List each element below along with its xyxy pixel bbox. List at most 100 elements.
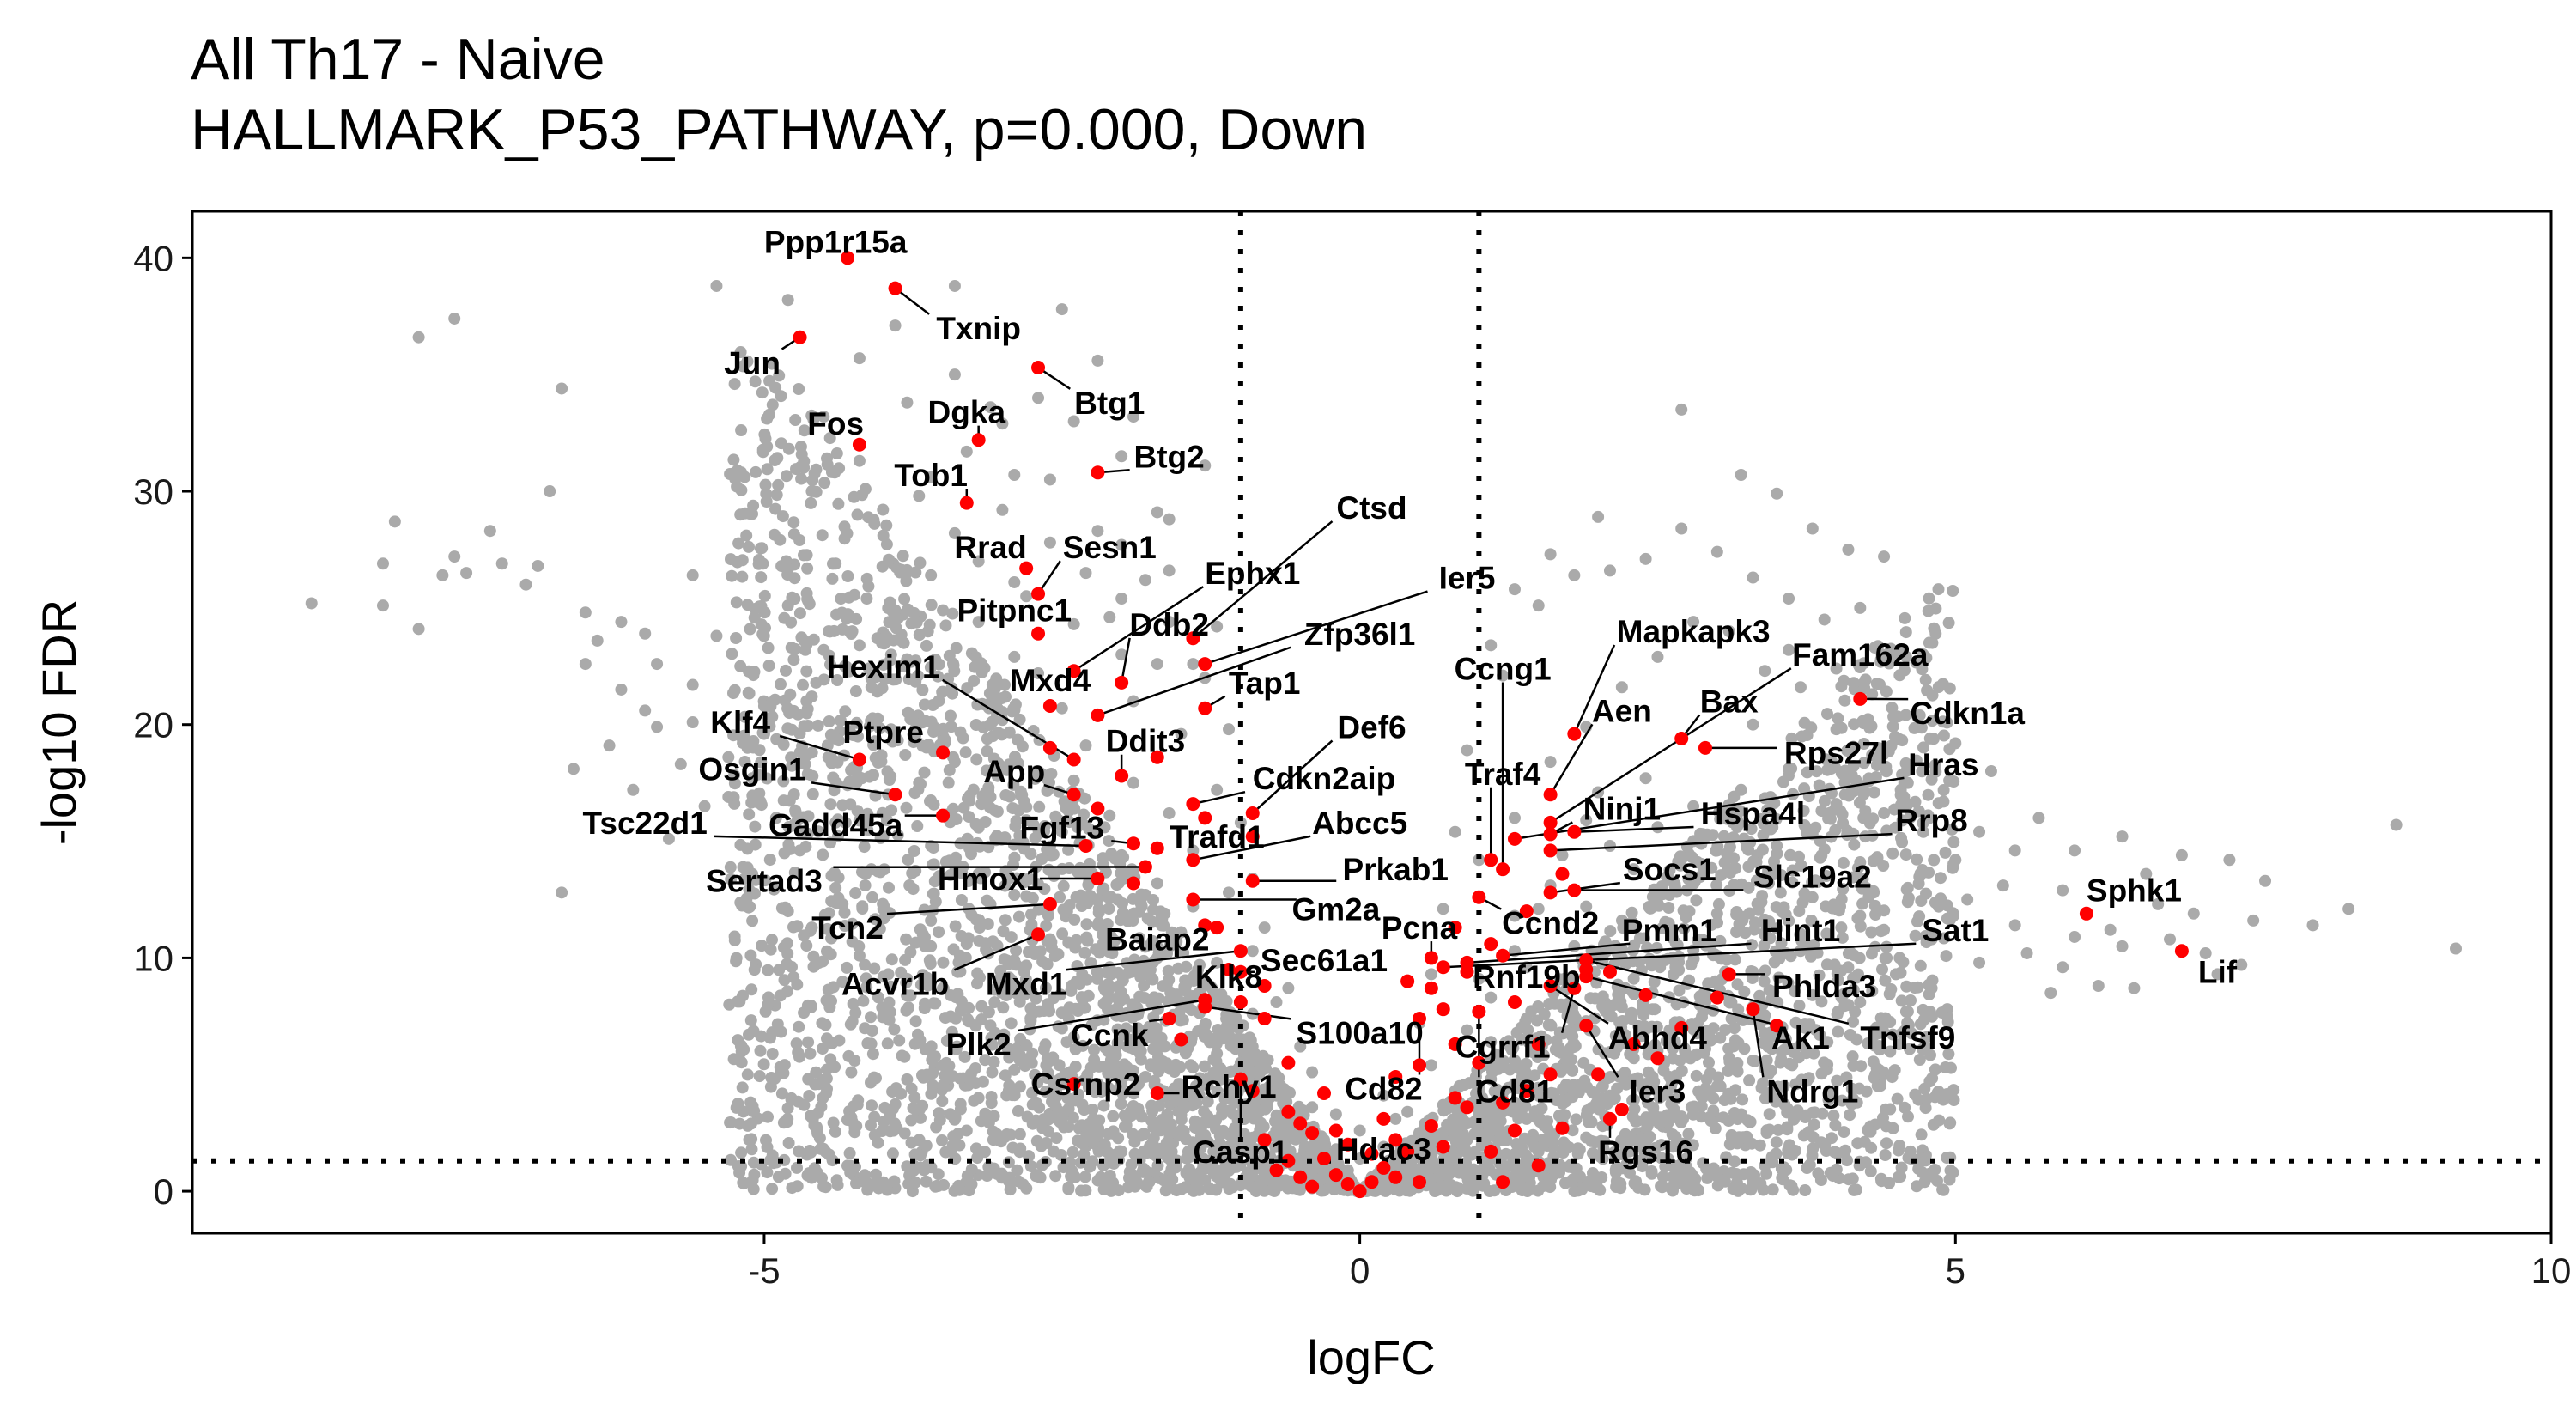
background-point (1508, 1170, 1521, 1183)
background-point (775, 678, 787, 690)
background-point (884, 980, 897, 993)
background-point (1224, 1039, 1237, 1052)
background-point (1649, 1003, 1662, 1016)
background-point (835, 593, 848, 605)
background-point (1282, 982, 1295, 994)
pathway-point-mxd4 (1042, 698, 1057, 713)
background-point (756, 557, 769, 570)
background-point (769, 693, 781, 706)
background-point (1627, 972, 1640, 985)
background-point (1865, 720, 1878, 733)
background-point (936, 1095, 949, 1107)
background-point (1045, 768, 1058, 780)
background-point (1936, 1183, 1949, 1196)
background-point (1483, 1164, 1496, 1177)
background-point (376, 599, 389, 612)
pathway-point-osgin1 (888, 788, 902, 802)
background-point (556, 382, 568, 395)
background-point (1901, 896, 1914, 909)
pathway-point (1555, 1121, 1570, 1135)
background-point (1008, 1063, 1021, 1076)
background-point (902, 854, 914, 867)
gene-label-gm2a: Gm2a (1291, 891, 1380, 927)
background-point (984, 790, 997, 803)
background-point (1729, 1034, 1741, 1047)
background-point (808, 467, 821, 480)
background-point (851, 508, 864, 521)
background-point (848, 588, 861, 601)
background-point (866, 1099, 878, 1112)
gene-label-gadd45a: Gadd45a (769, 808, 903, 843)
background-point (821, 1063, 833, 1076)
gene-label-cd81: Cd81 (1476, 1073, 1553, 1109)
background-point (778, 611, 791, 624)
background-point (1759, 665, 1771, 678)
gene-label-ephx1: Ephx1 (1205, 556, 1300, 591)
background-point (2008, 919, 2021, 932)
background-point (1674, 859, 1686, 872)
background-point (803, 1090, 816, 1102)
background-point (881, 1037, 894, 1050)
pathway-point (1174, 1032, 1188, 1047)
background-point (1085, 1019, 1098, 1031)
background-point (1164, 986, 1177, 999)
background-point (812, 957, 825, 970)
background-point (1401, 1105, 1414, 1118)
background-point (1915, 721, 1928, 734)
background-point (1127, 907, 1140, 920)
background-point (766, 1183, 779, 1195)
background-point (793, 1020, 805, 1033)
background-point (756, 386, 769, 399)
background-point (2020, 946, 2033, 959)
background-point (983, 719, 996, 731)
pathway-point (1412, 1175, 1426, 1189)
background-point (1388, 1183, 1401, 1195)
background-point (728, 934, 741, 946)
pathway-point-phlda3 (1722, 967, 1736, 982)
background-point (651, 721, 664, 733)
background-point (1092, 1128, 1104, 1141)
background-point (901, 396, 914, 409)
gene-label-btg1: Btg1 (1074, 386, 1145, 421)
background-point (1880, 1120, 1893, 1133)
pathway-point (1496, 1175, 1510, 1189)
background-point (986, 1066, 999, 1079)
background-point (1779, 1032, 1792, 1045)
gene-label-ninj1: Ninj1 (1583, 792, 1661, 827)
pathway-point-s100a10 (1198, 1000, 1212, 1014)
pathway-point (1460, 1100, 1474, 1115)
pathway-point (1614, 1103, 1629, 1117)
background-point (639, 704, 652, 717)
background-point (838, 520, 851, 533)
background-point (1870, 678, 1883, 690)
background-point (1162, 964, 1175, 977)
background-point (817, 1092, 829, 1104)
background-point (1858, 1135, 1871, 1148)
background-point (1139, 1070, 1151, 1083)
background-point (996, 503, 1009, 516)
pathway-point (1531, 1159, 1546, 1173)
background-point (1996, 879, 2009, 892)
background-point (1544, 548, 1557, 561)
background-point (2032, 812, 2045, 824)
background-point (1063, 862, 1076, 874)
background-point (1880, 952, 1893, 964)
background-point (946, 607, 959, 620)
background-point (872, 991, 884, 1004)
background-point (937, 604, 950, 617)
y-tick-label: 30 (133, 471, 173, 512)
background-point (1717, 830, 1730, 842)
background-point (1875, 1175, 1888, 1188)
background-point (2044, 987, 2057, 1000)
background-point (2450, 942, 2463, 955)
background-point (1485, 639, 1498, 652)
background-point (1211, 1047, 1224, 1060)
background-point (988, 996, 1001, 1009)
background-point (923, 618, 936, 631)
background-point (1103, 961, 1116, 974)
background-point (975, 919, 987, 932)
chart-subtitle: HALLMARK_P53_PATHWAY, p=0.000, Down (191, 97, 1368, 162)
background-point (1568, 569, 1581, 581)
background-point (853, 352, 866, 365)
background-point (884, 770, 897, 783)
